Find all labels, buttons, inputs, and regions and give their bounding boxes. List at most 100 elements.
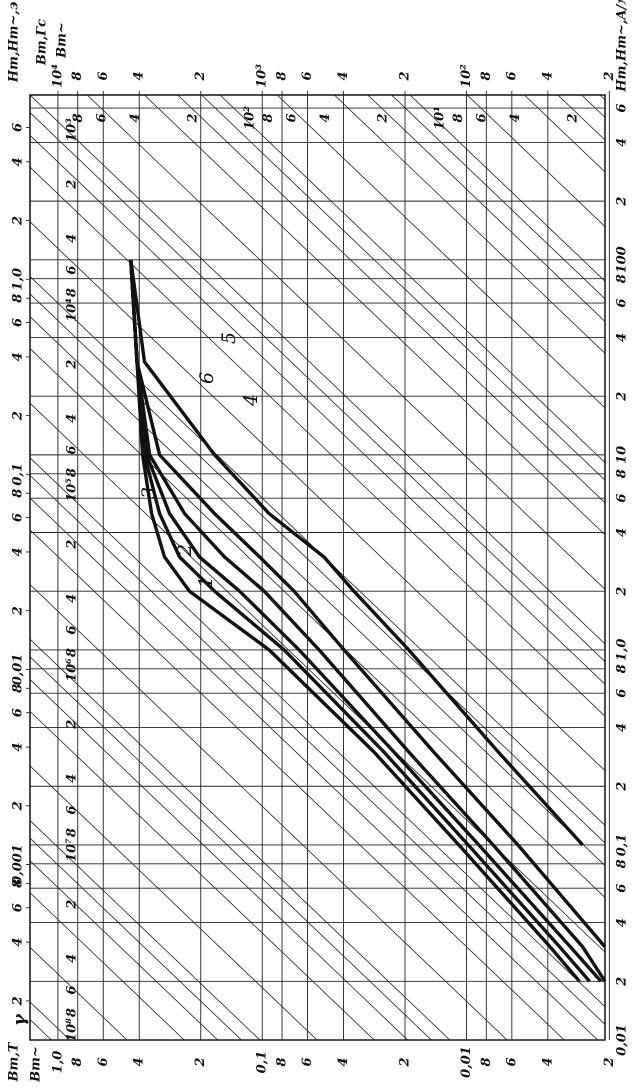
permeability-line — [144, 95, 605, 536]
curve — [129, 259, 607, 949]
right-tick-label: 4 — [615, 333, 630, 342]
curve-label: 4 — [240, 394, 262, 407]
mu-label: 8 — [65, 828, 80, 837]
left-tick-label: 1,0 — [11, 268, 26, 291]
mu-label: 10⁸ — [65, 1018, 80, 1042]
permeability-line — [409, 95, 605, 282]
permeability-line — [367, 95, 605, 322]
top-tick-label: 4 — [132, 71, 147, 80]
left-tick-label: 8 — [11, 294, 26, 303]
left-tick-label: 0,001 — [11, 844, 26, 885]
mu-label: 6 — [65, 806, 80, 815]
left-tick-label: 4 — [11, 352, 26, 361]
mu-label: 4 — [65, 594, 80, 603]
bottom-tick-label: 8 — [479, 1057, 494, 1066]
mu-label: 2 — [65, 360, 80, 370]
permeability-line — [30, 820, 261, 1040]
left-tick-label: 2 — [11, 216, 26, 226]
left-tick-label: 2 — [11, 606, 26, 616]
mu-label: 4 — [318, 113, 333, 122]
mu-label: 8 — [65, 1008, 80, 1017]
bottom-tick-label: 4 — [132, 1057, 147, 1066]
mu-label: 6 — [95, 113, 110, 122]
bottom-tick-label: 1,0 — [50, 1051, 65, 1074]
top-axis-title-2: Bm~ — [55, 22, 70, 59]
mu-label: 6 — [65, 266, 80, 275]
right-tick-label: 4 — [615, 918, 630, 927]
mu-label: 6 — [65, 446, 80, 455]
right-tick-label: 6 — [615, 689, 630, 698]
mu-label: 2 — [65, 900, 80, 910]
mu-label: 10⁴ — [65, 298, 80, 322]
bottom-tick-label: 4 — [540, 1057, 555, 1066]
left-tick-label: 8 — [11, 879, 26, 888]
permeability-line — [30, 166, 605, 717]
right-tick-label: 4 — [615, 528, 630, 537]
mu-label: 8 — [65, 288, 80, 297]
curve-label: 5 — [218, 332, 240, 344]
gamma-label: γ — [9, 1013, 30, 1026]
bottom-tick-label: 2 — [398, 1057, 413, 1067]
curve-label: 3 — [138, 487, 160, 499]
right-tick-label: 8 — [615, 664, 630, 673]
right-tick-label: 4 — [615, 723, 630, 732]
right-tick-label: 6 — [615, 494, 630, 503]
mu-label: 2 — [565, 113, 580, 123]
left-tick-label: 6 — [11, 513, 26, 522]
left-tick-label: 0,01 — [11, 654, 26, 686]
mu-label: 8 — [71, 113, 86, 122]
top-tick-label: 8 — [479, 71, 494, 80]
permeability-line — [30, 402, 605, 953]
mu-label: 2 — [375, 113, 390, 123]
top-tick-label: 2 — [193, 71, 208, 81]
mu-label: 4 — [128, 113, 143, 122]
top-tick-label: 4 — [336, 71, 351, 80]
left-tick-label: 0,1 — [11, 463, 26, 486]
left-tick-label: 2 — [11, 411, 26, 421]
curve-label: 6 — [196, 372, 218, 384]
mu-label: 4 — [65, 954, 80, 963]
permeability-line — [30, 221, 605, 772]
mu-label: 2 — [65, 180, 80, 190]
permeability-line — [219, 95, 605, 464]
permeability-line — [30, 710, 375, 1040]
mu-label: 2 — [65, 540, 80, 550]
permeability-line — [30, 316, 605, 867]
mu-label: 10³ — [65, 118, 80, 142]
permeability-line — [276, 95, 605, 409]
left-tick-label: 6 — [11, 708, 26, 717]
permeability-line — [30, 638, 451, 1040]
mu-label: 6 — [475, 113, 490, 122]
right-tick-label: 2 — [615, 392, 630, 402]
mu-label: 4 — [65, 234, 80, 243]
left-tick-label: 6 — [11, 123, 26, 132]
right-tick-label: 8 — [615, 469, 630, 478]
curve-label: 2 — [174, 544, 196, 557]
left-axis-title: Hm,Hm~,э — [7, 2, 22, 83]
mu-label: 6 — [65, 626, 80, 635]
bottom-tick-label: 6 — [96, 1057, 111, 1066]
permeability-line — [30, 134, 605, 685]
permeability-line — [30, 293, 605, 844]
left-tick-label: 4 — [11, 157, 26, 166]
mu-label: 8 — [451, 113, 466, 122]
bottom-axis-title: Bm,T — [7, 1041, 22, 1082]
right-tick-label: 2 — [615, 197, 630, 207]
permeability-line — [30, 656, 432, 1040]
curve — [129, 259, 607, 983]
top-tick-label: 6 — [96, 71, 111, 80]
bottom-tick-label: 2 — [602, 1057, 617, 1067]
top-tick-label: 4 — [540, 71, 555, 80]
permeability-line — [30, 584, 508, 1040]
mu-label: 4 — [65, 774, 80, 783]
mu-label: 6 — [285, 113, 300, 122]
top-tick-label: 10³ — [255, 64, 270, 88]
bottom-tick-label: 6 — [504, 1057, 519, 1066]
mu-label: 8 — [261, 113, 276, 122]
top-tick-label: 8 — [70, 71, 85, 80]
mu-label: 4 — [508, 113, 523, 122]
bottom-axis-title-2: Bm~ — [29, 1046, 44, 1083]
permeability-line — [391, 95, 605, 300]
